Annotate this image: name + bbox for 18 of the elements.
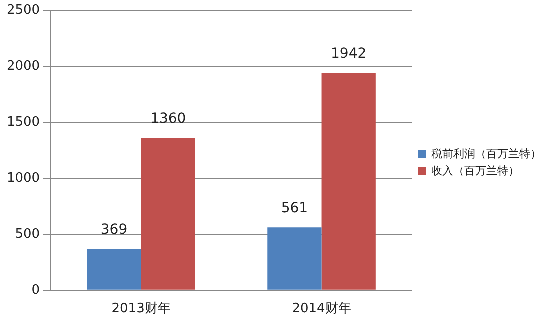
bar [87,249,142,290]
bar [322,73,376,290]
legend-label: 收入（百万兰特） [432,164,520,178]
y-tick-label: 2500 [6,3,40,18]
x-tick-label: 2014财年 [292,302,352,317]
y-tick-label: 0 [32,282,40,298]
data-label: 561 [281,200,308,216]
bar [141,138,196,290]
y-tick-label: 1000 [6,170,40,186]
y-tick-label: 500 [15,226,40,242]
data-label: 1942 [331,46,367,62]
bar [268,228,322,290]
data-label: 1360 [150,110,186,127]
legend-label: 税前利润（百万兰特） [432,147,542,160]
y-tick-label: 1500 [6,115,40,130]
y-tick-label: 2000 [6,59,40,74]
data-label: 369 [100,222,128,238]
x-tick-label: 2013财年 [112,302,171,317]
